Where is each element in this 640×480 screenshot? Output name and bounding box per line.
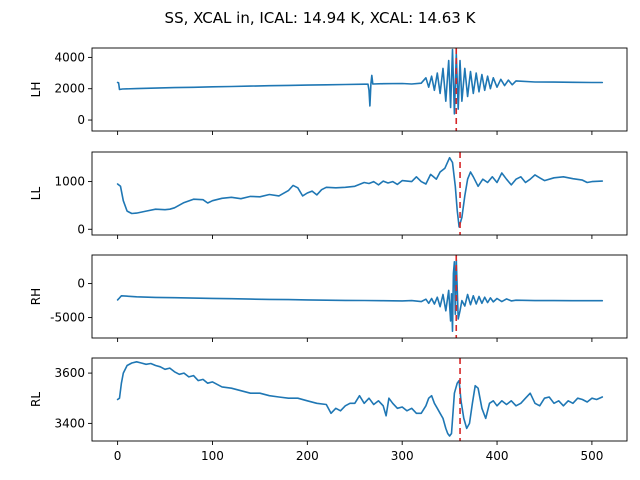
y-axis-label-lh: LH xyxy=(29,82,43,98)
axes-frame-rl xyxy=(91,357,628,442)
y-tick-label-lh: 2000 xyxy=(54,82,85,96)
figure-title: SS, XCAL in, ICAL: 14.94 K, XCAL: 14.63 … xyxy=(165,9,477,27)
axes-frame-ll xyxy=(91,151,628,236)
y-axis-label-rh: RH xyxy=(29,288,43,305)
x-tick-label-rl: 500 xyxy=(580,449,603,463)
y-tick-label-lh: 4000 xyxy=(54,50,85,64)
y-axis-label-rl: RL xyxy=(29,392,43,407)
subplot-ll: 0 1000 LL xyxy=(29,151,628,239)
x-tick-label-rl: 400 xyxy=(486,449,509,463)
series-line-rh xyxy=(116,259,604,332)
x-tick-label-rl: 100 xyxy=(201,449,224,463)
subplot-lh: 0 2000 4000 LH xyxy=(29,47,628,135)
y-tick-label-rl: 3600 xyxy=(54,366,85,380)
y-tick-label-lh: 0 xyxy=(77,113,85,127)
axes-frame-rh xyxy=(91,254,628,339)
series-line-ll xyxy=(116,156,604,228)
axes-frame-lh xyxy=(91,47,628,132)
y-tick-label-rh: 0 xyxy=(77,277,85,291)
x-tick-label-rl: 200 xyxy=(296,449,319,463)
series-line-lh xyxy=(116,48,604,115)
x-tick-label-rl: 0 xyxy=(114,449,122,463)
y-tick-label-rh: -5000 xyxy=(50,311,85,325)
subplots: 0 2000 4000 LH 0 1000 LL -5000 0 RH 3400 3600 0 100 20… xyxy=(29,47,628,463)
y-tick-label-rl: 3400 xyxy=(54,416,85,430)
y-tick-label-ll: 0 xyxy=(77,222,85,236)
x-tick-label-rl: 300 xyxy=(391,449,414,463)
y-tick-label-ll: 1000 xyxy=(54,175,85,189)
subplot-rl: 3400 3600 0 100 200 300 400 500 RL xyxy=(29,357,628,463)
subplot-rh: -5000 0 RH xyxy=(29,254,628,342)
series-line-rl xyxy=(116,361,604,437)
y-axis-label-ll: LL xyxy=(29,187,43,201)
